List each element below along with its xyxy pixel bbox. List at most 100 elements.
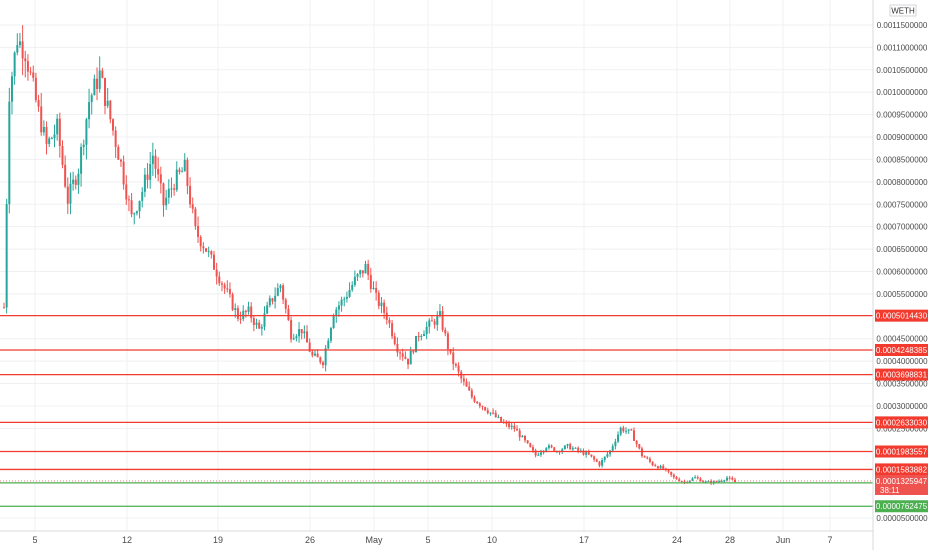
candle-body xyxy=(627,429,630,431)
candle-body xyxy=(21,41,24,59)
x-tick-label: 7 xyxy=(827,535,832,545)
candle-body xyxy=(505,423,508,425)
candle-body xyxy=(106,100,109,106)
candle-body xyxy=(436,315,439,325)
candle-body xyxy=(473,397,476,402)
candle-body xyxy=(531,447,534,451)
symbol-badge: WETH xyxy=(889,4,917,17)
candle-body xyxy=(178,169,181,172)
x-tick-label: 28 xyxy=(725,535,735,545)
candle-body xyxy=(295,336,298,339)
candle-body xyxy=(465,381,468,387)
candle-body xyxy=(420,335,423,338)
y-tick-label: 0.0004000000 xyxy=(876,357,928,366)
candle-body xyxy=(547,445,550,449)
x-tick-label: 5 xyxy=(425,535,430,545)
candle-body xyxy=(521,435,524,438)
candle-body xyxy=(425,326,428,335)
candle-body xyxy=(534,450,537,456)
candle-body xyxy=(494,412,497,418)
candle-body xyxy=(141,191,144,201)
candle-body xyxy=(319,357,322,363)
candle-body xyxy=(32,72,35,78)
level-price-tag xyxy=(875,445,928,458)
level-price-text: 0.0002633030 xyxy=(876,418,928,427)
y-tick-label: 0.0000500000 xyxy=(876,514,928,523)
candle-body xyxy=(239,318,242,320)
candle-body xyxy=(197,226,200,237)
candle-body xyxy=(162,183,165,206)
candle-body xyxy=(8,101,11,205)
candle-body xyxy=(391,323,394,337)
candle-body xyxy=(194,208,197,227)
candle-body xyxy=(710,481,713,484)
candle-body xyxy=(287,308,290,321)
candle-body xyxy=(417,335,420,338)
candle-body xyxy=(85,119,88,145)
candle-body xyxy=(428,320,431,327)
candle-body xyxy=(601,460,604,466)
candle-body xyxy=(720,480,723,482)
candle-body xyxy=(343,298,346,300)
candle-body xyxy=(537,454,540,456)
candle-body xyxy=(566,444,569,446)
price-labels: 0.00050144300.00042483850.00036988310.00… xyxy=(875,309,928,513)
candle-body xyxy=(223,284,226,289)
candle-body xyxy=(321,362,324,366)
candle-body xyxy=(337,305,340,310)
candle-body xyxy=(430,320,433,322)
candle-body xyxy=(590,454,593,457)
candle-body xyxy=(651,461,654,466)
level-price-text: 0.0000762475 xyxy=(876,502,928,511)
candle-body xyxy=(598,461,601,466)
candle-body xyxy=(329,327,332,341)
candle-body xyxy=(529,443,532,448)
current-price-tag xyxy=(875,474,928,495)
candle-body xyxy=(524,435,527,441)
candle-body xyxy=(571,448,574,450)
candle-body xyxy=(242,310,245,320)
candle-body xyxy=(492,412,495,414)
candle-body xyxy=(202,246,205,249)
candle-body xyxy=(292,338,295,340)
candle-body xyxy=(656,466,659,469)
candle-body xyxy=(449,348,452,353)
candle-body xyxy=(332,316,335,328)
candle-body xyxy=(159,174,162,184)
level-price-text: 0.0005014430 xyxy=(876,312,928,321)
candle-body xyxy=(667,469,670,472)
candle-body xyxy=(236,308,239,319)
candle-body xyxy=(444,329,447,334)
y-tick-label: 0.0006000000 xyxy=(876,267,928,276)
level-price-tag xyxy=(875,463,928,476)
level-price-tag xyxy=(875,343,928,356)
candle-body xyxy=(383,302,386,313)
candle-body xyxy=(125,184,128,200)
candle-body xyxy=(252,318,255,325)
candle-body xyxy=(183,159,186,172)
candle-body xyxy=(146,174,149,180)
x-tick-label: 5 xyxy=(32,535,37,545)
candle-body xyxy=(117,146,120,160)
candle-body xyxy=(340,299,343,306)
y-tick-label: 0.0004500000 xyxy=(876,335,928,344)
candle-body xyxy=(478,403,481,406)
price-axis[interactable]: 0.0011500000 0.0011000000 0.0010500000 0.00… xyxy=(876,21,928,523)
candle-body xyxy=(526,440,529,444)
candle-body xyxy=(704,481,707,483)
candle-body xyxy=(351,284,354,290)
time-axis[interactable]: 5 12 19 26 May 5 10 17 24 28 Jun 7 xyxy=(32,535,832,545)
candle-body xyxy=(672,474,675,478)
candle-body xyxy=(111,119,114,131)
y-tick-label: 0.0007000000 xyxy=(876,223,928,232)
horizontal-levels[interactable] xyxy=(0,315,873,507)
candle-body xyxy=(497,416,500,418)
candle-body xyxy=(80,146,83,174)
candle-body xyxy=(226,288,229,290)
candle-body xyxy=(231,294,234,310)
candle-body xyxy=(707,481,710,483)
candle-body xyxy=(3,307,5,309)
candle-body xyxy=(247,306,250,312)
candle-body xyxy=(728,477,731,479)
